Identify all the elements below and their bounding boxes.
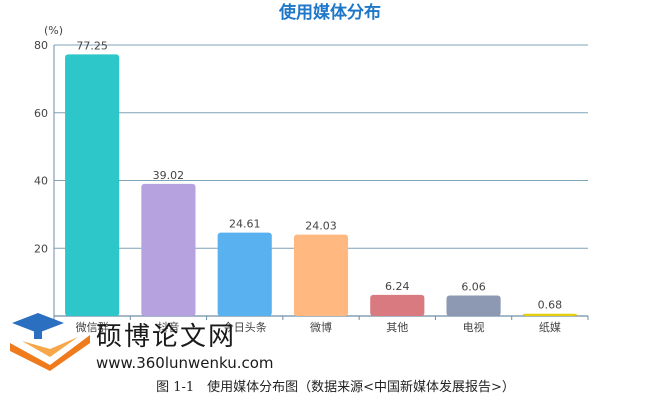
watermark-title: 硕博论文网 (96, 322, 237, 352)
watermark-logo-icon (10, 313, 90, 371)
y-tick-label-80: 80 (34, 39, 48, 52)
x-tick-label-2: 今日头条 (223, 320, 267, 334)
chart-title: 使用媒体分布 (278, 2, 381, 23)
y-tick-label-40: 40 (34, 175, 48, 188)
bar-3 (293, 234, 349, 316)
value-label-5: 6.06 (461, 280, 486, 293)
bar-6 (522, 313, 577, 316)
x-tick-label-6: 纸媒 (539, 321, 561, 334)
value-label-2: 24.61 (229, 218, 261, 231)
watermark-url: www.360lunwenku.com (96, 354, 274, 372)
y-tick-label-20: 20 (34, 242, 48, 255)
value-label-3: 24.03 (305, 220, 337, 233)
value-label-4: 6.24 (385, 280, 410, 293)
bar-5 (446, 295, 501, 316)
value-label-6: 0.68 (538, 299, 563, 312)
bar-4 (370, 294, 425, 316)
bar-1 (141, 183, 196, 316)
y-axis-unit: (%) (44, 24, 63, 37)
value-label-1: 39.02 (153, 169, 185, 182)
bar-0 (65, 54, 120, 317)
x-tick-label-4: 其他 (386, 321, 408, 334)
x-axis-labels: 微信群 抖音 今日头条 微博 其他 电视 纸媒 (76, 320, 561, 334)
y-tick-label-60: 60 (34, 107, 48, 120)
x-tick-label-1: 抖音 (157, 320, 179, 334)
bar-series (65, 54, 577, 317)
x-tick-label-3: 微博 (310, 320, 332, 334)
figure-caption: 图 1-1 使用媒体分布图（数据来源<中国新媒体发展报告>） (156, 380, 515, 395)
x-tick-label-5: 电视 (463, 320, 485, 334)
x-tick-label-0: 微信群 (76, 320, 109, 334)
bar-2 (217, 232, 272, 316)
value-labels: 77.25 39.02 24.61 24.03 6.24 6.06 0.68 (76, 39, 562, 311)
grid-lines (54, 44, 588, 249)
value-label-0: 77.25 (76, 39, 108, 52)
